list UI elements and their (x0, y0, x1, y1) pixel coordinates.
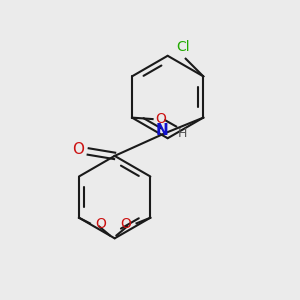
Text: O: O (95, 217, 106, 231)
Text: O: O (72, 142, 84, 158)
Text: O: O (155, 112, 167, 126)
Text: H: H (178, 127, 188, 140)
Text: N: N (156, 123, 168, 138)
Text: Cl: Cl (176, 40, 190, 54)
Text: O: O (120, 217, 131, 231)
